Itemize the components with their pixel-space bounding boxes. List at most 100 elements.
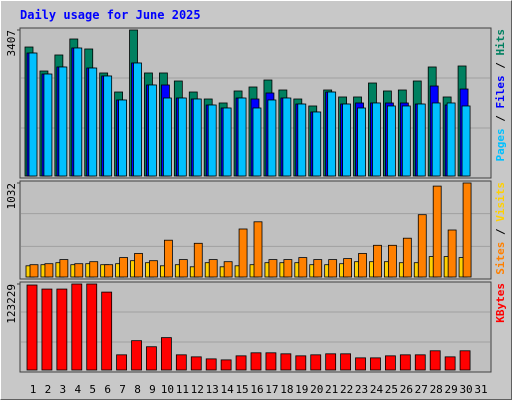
bar (119, 257, 128, 278)
bar (29, 264, 39, 278)
bar (283, 259, 293, 278)
bar (162, 97, 172, 177)
x-tick-label: 11 (176, 383, 189, 396)
bar (295, 355, 307, 371)
x-tick-label: 8 (134, 383, 141, 396)
bar (89, 261, 99, 278)
bar (175, 354, 187, 371)
bar (250, 352, 262, 371)
bar (252, 107, 262, 177)
bar (44, 263, 54, 278)
bar (86, 283, 98, 371)
bar (399, 354, 411, 371)
bar (133, 62, 142, 177)
bar (384, 355, 396, 371)
legend-entry: Sites (494, 242, 507, 275)
bar (238, 228, 248, 278)
x-tick-label: 10 (161, 383, 174, 396)
legend-entry: KBytes (494, 283, 507, 323)
bar (461, 105, 471, 177)
bar (253, 221, 263, 278)
legend-entry: Files (494, 75, 507, 108)
bar (462, 182, 472, 278)
bar (71, 283, 83, 371)
bar (432, 185, 442, 278)
bar (459, 350, 471, 371)
bar (268, 259, 278, 278)
bar (310, 354, 322, 371)
bar (104, 264, 114, 278)
bar (402, 237, 412, 278)
x-tick-label: 21 (325, 383, 338, 396)
x-tick-label: 15 (235, 383, 248, 396)
bar (372, 102, 381, 177)
bar (267, 99, 277, 177)
x-tick-label: 4 (74, 383, 81, 396)
x-tick-label: 1 (30, 383, 37, 396)
legend-entry: Visits (494, 182, 507, 222)
legend-entry: Pages (494, 128, 507, 161)
bar (103, 75, 113, 177)
bar (237, 97, 247, 177)
y-tick-label: 123229 (5, 284, 18, 324)
y-tick-label: 1032 (5, 183, 18, 210)
bar (88, 67, 98, 177)
x-tick-label: 3 (60, 383, 67, 396)
bar (134, 253, 143, 278)
bar (160, 337, 172, 371)
legend-separator: / (494, 56, 507, 76)
x-tick-label: 22 (340, 383, 353, 396)
bar (116, 354, 127, 371)
bar (357, 107, 366, 177)
bar (192, 98, 202, 177)
bar (43, 73, 53, 177)
bar (387, 244, 397, 278)
bar (446, 102, 456, 177)
bar (313, 259, 323, 278)
x-tick-label: 7 (119, 383, 126, 396)
x-tick-label: 23 (355, 383, 368, 396)
bar (56, 288, 68, 371)
bar (343, 258, 353, 278)
bar (312, 111, 322, 177)
bar (101, 291, 113, 371)
legend: Pages / Files / Hits (494, 29, 507, 162)
x-tick-label: 26 (400, 383, 413, 396)
x-tick-label: 25 (385, 383, 398, 396)
x-tick-label: 14 (221, 383, 235, 396)
bar (74, 263, 84, 278)
bar (220, 359, 232, 371)
bar (26, 284, 38, 371)
bar (297, 103, 307, 177)
bar (447, 229, 457, 278)
x-tick-label: 17 (265, 383, 278, 396)
bar (370, 357, 381, 371)
x-tick-label: 19 (295, 383, 308, 396)
bar (222, 107, 232, 177)
x-tick-label: 16 (250, 383, 263, 396)
bar (431, 102, 441, 177)
bar (208, 259, 218, 278)
bar (207, 104, 217, 177)
bar (444, 356, 456, 371)
x-tick-label: 13 (206, 383, 219, 396)
legend-separator: / (494, 109, 507, 129)
bar (178, 259, 188, 278)
bar (358, 253, 367, 278)
bar (59, 259, 69, 278)
bar (193, 242, 203, 278)
x-tick-label: 9 (149, 383, 156, 396)
bar (327, 91, 337, 177)
x-tick-label: 20 (310, 383, 323, 396)
bar (177, 97, 187, 177)
bar (355, 357, 366, 371)
bar (131, 340, 142, 371)
bar (386, 105, 396, 177)
legend-separator: / (494, 222, 507, 242)
bar (373, 244, 382, 278)
bar (340, 353, 352, 371)
bar (342, 103, 352, 177)
bar (235, 355, 247, 371)
bar (73, 47, 83, 177)
